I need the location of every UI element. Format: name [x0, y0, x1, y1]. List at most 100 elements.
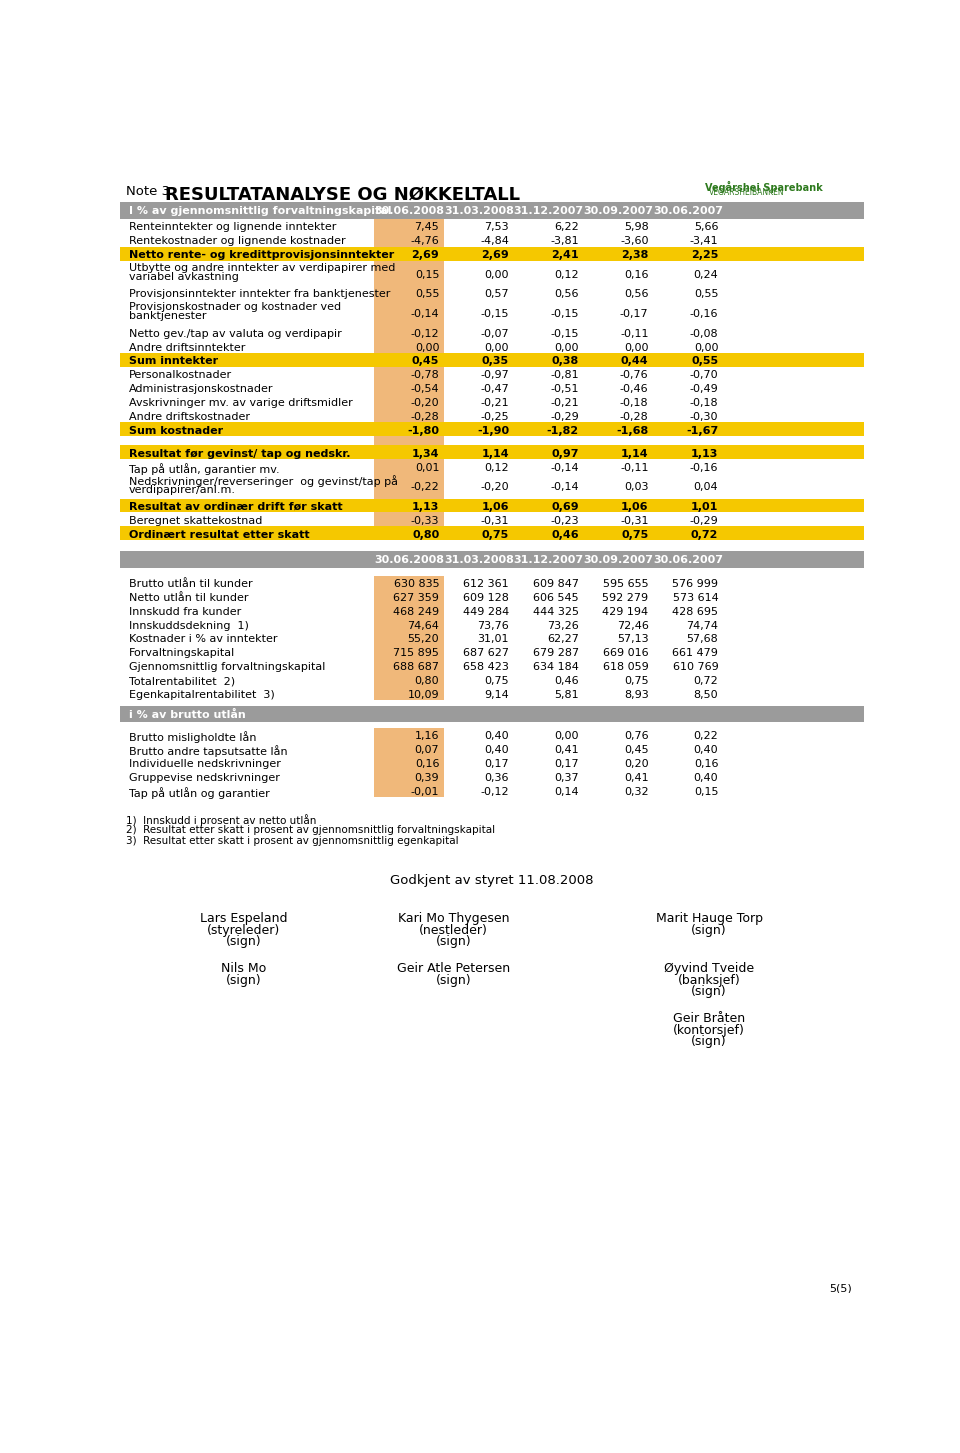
Text: 55,20: 55,20 [408, 635, 440, 645]
Text: Brutto andre tapsutsatte lån: Brutto andre tapsutsatte lån [129, 745, 287, 757]
Text: Personalkostnader: Personalkostnader [129, 371, 231, 381]
Text: 0,69: 0,69 [551, 501, 579, 511]
Text: -0,16: -0,16 [690, 309, 718, 320]
Text: 0,12: 0,12 [485, 462, 509, 472]
Text: 0,75: 0,75 [485, 676, 509, 686]
Bar [120, 706, 864, 722]
Text: -0,76: -0,76 [620, 371, 649, 381]
Text: 0,72: 0,72 [691, 530, 718, 539]
Text: 1,14: 1,14 [621, 449, 649, 459]
Text: 0,76: 0,76 [624, 731, 649, 741]
Text: Brutto misligholdte lån: Brutto misligholdte lån [129, 731, 256, 744]
Text: 30.06.2008: 30.06.2008 [374, 206, 444, 216]
Text: i % av brutto utlån: i % av brutto utlån [129, 711, 245, 721]
Text: (sign): (sign) [436, 936, 471, 949]
Text: 634 184: 634 184 [533, 663, 579, 673]
Text: Øyvind Tveide: Øyvind Tveide [664, 962, 754, 975]
Text: 0,00: 0,00 [624, 343, 649, 353]
Text: 62,27: 62,27 [547, 635, 579, 645]
Text: -0,78: -0,78 [411, 371, 440, 381]
Text: -0,08: -0,08 [689, 328, 718, 339]
Text: -0,29: -0,29 [689, 516, 718, 526]
Text: 0,75: 0,75 [482, 530, 509, 539]
Text: -0,15: -0,15 [481, 309, 509, 320]
Text: -0,28: -0,28 [620, 411, 649, 421]
Text: Geir Atle Petersen: Geir Atle Petersen [396, 962, 510, 975]
Text: (sign): (sign) [227, 936, 262, 949]
Text: Marit Hauge Torp: Marit Hauge Torp [656, 912, 762, 926]
Text: 0,40: 0,40 [694, 745, 718, 756]
Text: Gjennomsnittlig forvaltningskapital: Gjennomsnittlig forvaltningskapital [129, 663, 324, 673]
Text: -0,47: -0,47 [480, 384, 509, 394]
Text: 669 016: 669 016 [603, 648, 649, 658]
Text: (styreleder): (styreleder) [207, 924, 280, 937]
Text: 0,55: 0,55 [691, 356, 718, 366]
Text: (kontorsjef): (kontorsjef) [673, 1024, 745, 1036]
Bar [120, 247, 864, 260]
Text: -4,84: -4,84 [480, 237, 509, 247]
Text: -0,18: -0,18 [620, 398, 649, 408]
Text: Forvaltningskapital: Forvaltningskapital [129, 648, 235, 658]
Text: 0,40: 0,40 [485, 745, 509, 756]
Text: 0,03: 0,03 [624, 482, 649, 493]
Text: -0,14: -0,14 [550, 482, 579, 493]
Text: 0,37: 0,37 [554, 773, 579, 783]
Text: 0,55: 0,55 [415, 289, 440, 299]
Text: 0,44: 0,44 [621, 356, 649, 366]
Text: Sum inntekter: Sum inntekter [129, 356, 218, 366]
Text: Provisjonskostnader og kostnader ved: Provisjonskostnader og kostnader ved [129, 302, 341, 312]
Text: -0,25: -0,25 [480, 411, 509, 421]
Text: Netto utlån til kunder: Netto utlån til kunder [129, 593, 248, 603]
Text: 618 059: 618 059 [603, 663, 649, 673]
Text: 0,00: 0,00 [554, 343, 579, 353]
Text: 31,01: 31,01 [477, 635, 509, 645]
Text: -0,28: -0,28 [411, 411, 440, 421]
Text: 0,75: 0,75 [621, 530, 649, 539]
Text: Gruppevise nedskrivninger: Gruppevise nedskrivninger [129, 773, 279, 783]
Text: 0,20: 0,20 [624, 758, 649, 769]
Text: 0,00: 0,00 [485, 343, 509, 353]
Text: Avskrivninger mv. av varige driftsmidler: Avskrivninger mv. av varige driftsmidler [129, 398, 352, 408]
Text: -0,31: -0,31 [481, 516, 509, 526]
Text: 627 359: 627 359 [394, 593, 440, 603]
Text: 0,55: 0,55 [694, 289, 718, 299]
Text: Nedskrivninger/reverseringer  og gevinst/tap på: Nedskrivninger/reverseringer og gevinst/… [129, 475, 397, 487]
Text: -3,41: -3,41 [689, 237, 718, 247]
Text: 612 361: 612 361 [464, 578, 509, 588]
Text: 9,14: 9,14 [484, 690, 509, 700]
Text: -0,29: -0,29 [550, 411, 579, 421]
Text: 0,97: 0,97 [551, 449, 579, 459]
Text: -0,20: -0,20 [480, 482, 509, 493]
Text: 0,56: 0,56 [554, 289, 579, 299]
Text: variabel avkastning: variabel avkastning [129, 272, 238, 282]
Text: Resultat før gevinst/ tap og nedskr.: Resultat før gevinst/ tap og nedskr. [129, 449, 350, 459]
Text: 1,13: 1,13 [691, 449, 718, 459]
Text: Utbytte og andre inntekter av verdipapirer med: Utbytte og andre inntekter av verdipapir… [129, 263, 395, 273]
Text: 595 655: 595 655 [603, 578, 649, 588]
Bar [120, 202, 864, 219]
Bar [374, 219, 444, 541]
Text: -0,70: -0,70 [689, 371, 718, 381]
Text: 609 128: 609 128 [463, 593, 509, 603]
Text: 1,13: 1,13 [412, 501, 440, 511]
Text: 0,41: 0,41 [554, 745, 579, 756]
Text: (sign): (sign) [436, 974, 471, 987]
Text: 0,17: 0,17 [554, 758, 579, 769]
Text: 0,24: 0,24 [693, 270, 718, 280]
Text: 610 769: 610 769 [673, 663, 718, 673]
Text: banktjenester: banktjenester [129, 311, 206, 321]
Bar [374, 575, 444, 700]
Text: Administrasjonskostnader: Administrasjonskostnader [129, 384, 273, 394]
Text: 428 695: 428 695 [672, 607, 718, 616]
Text: 72,46: 72,46 [616, 620, 649, 631]
Text: -3,81: -3,81 [550, 237, 579, 247]
Text: Individuelle nedskrivninger: Individuelle nedskrivninger [129, 758, 280, 769]
Text: (sign): (sign) [691, 1035, 727, 1048]
Text: 0,39: 0,39 [415, 773, 440, 783]
Bar [120, 526, 864, 541]
Text: 5,98: 5,98 [624, 222, 649, 232]
Text: Andre driftsinntekter: Andre driftsinntekter [129, 343, 245, 353]
Text: Ordinært resultat etter skatt: Ordinært resultat etter skatt [129, 530, 309, 539]
Text: 31.12.2007: 31.12.2007 [514, 206, 584, 216]
Text: 679 287: 679 287 [533, 648, 579, 658]
